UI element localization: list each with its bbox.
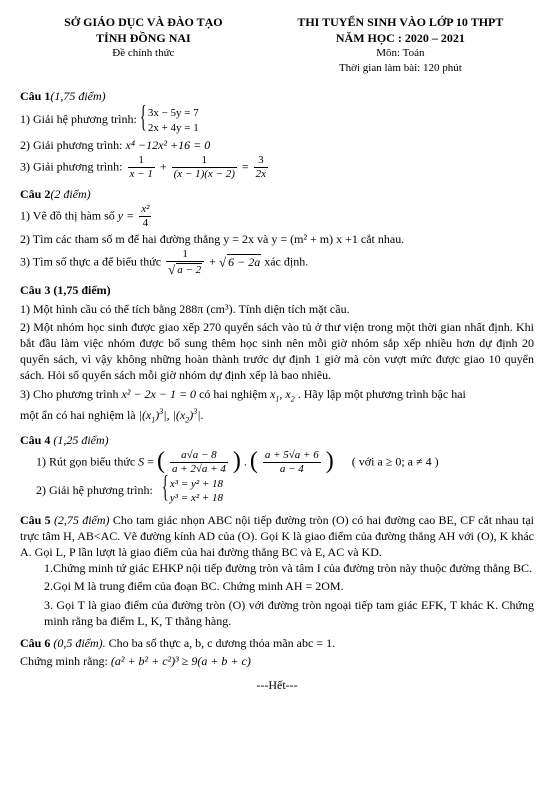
q2-p1-frac: x² 4	[137, 204, 153, 229]
q3-p3d: một ẩn có hai nghiệm là	[20, 408, 139, 422]
frac-den: √a − 2	[166, 262, 204, 276]
q4-title: Câu 4	[20, 433, 50, 447]
q1-p3-label: 3) Giải phương trình:	[20, 159, 126, 173]
frac-num: 3	[254, 155, 268, 168]
q2-p3-sqrt: 6 − 2a	[227, 254, 261, 269]
q2-p3-label: 3) Tìm số thực a để biểu thức	[20, 255, 164, 269]
q3-p2: 2) Một nhóm học sinh được giao xếp 270 q…	[20, 319, 534, 384]
frac-num: 1	[172, 155, 237, 168]
header-left: SỞ GIÁO DỤC VÀ ĐÀO TẠO TỈNH ĐỒNG NAI Đề …	[20, 14, 267, 76]
org-line1: SỞ GIÁO DỤC VÀ ĐÀO TẠO	[20, 14, 267, 30]
rparen-icon: )	[326, 451, 334, 473]
frac-num: x²	[139, 204, 151, 217]
q3-p3a: 3) Cho phương trình	[20, 387, 122, 401]
q6-title: Câu 6	[20, 636, 50, 650]
q4-points: (1,25 điểm)	[53, 433, 108, 447]
frac-den: 2x	[254, 168, 268, 180]
header: SỞ GIÁO DỤC VÀ ĐÀO TẠO TỈNH ĐỒNG NAI Đề …	[20, 14, 534, 76]
frac-den: (x − 1)(x − 2)	[172, 168, 237, 180]
q6-eq: (a² + b² + c²)³ ≥ 9(a + b + c)	[111, 654, 251, 668]
q4-p2-eq1: x³ = y² + 18	[170, 477, 223, 491]
q4-p2-eq2: y³ = x² + 18	[170, 491, 223, 505]
q6-line2: Chứng minh rằng:	[20, 654, 111, 668]
q1-p2-eq: x⁴ −12x² +16 = 0	[126, 138, 211, 152]
rparen-icon: )	[233, 451, 241, 473]
question-1: Câu 1(1,75 điểm) 1) Giải hệ phương trình…	[20, 88, 534, 180]
q2-p1-label: 1) Vẽ đồ thị hàm số	[20, 208, 118, 222]
exam-sub2: Thời gian làm bài: 120 phút	[267, 61, 534, 76]
question-5: Câu 5 (2,75 điểm) Cho tam giác nhọn ABC …	[20, 512, 534, 629]
org-sub: Đề chính thức	[20, 46, 267, 61]
q1-p2-label: 2) Giải phương trình:	[20, 138, 126, 152]
frac-den: a + 2√a + 4	[170, 463, 228, 475]
q1-p1-eq1: 3x − 5y = 7	[148, 106, 199, 120]
q3-p3-x1x2: x1, x2	[270, 387, 295, 401]
q2-p1-eq: y =	[118, 208, 134, 222]
q1-p3-frac3: 3 2x	[252, 155, 270, 180]
question-3: Câu 3 (1,75 điểm) 1) Một hình cầu có thể…	[20, 282, 534, 426]
frac-num: a + 5√a + 6	[263, 450, 321, 463]
q1-p1-eq2: 2x + 4y = 1	[148, 121, 199, 135]
q3-title: Câu 3 (1,75 điểm)	[20, 283, 111, 297]
org-line2: TỈNH ĐỒNG NAI	[20, 30, 267, 46]
frac-den: 4	[139, 217, 151, 229]
q5-p1: 1.Chứng minh tứ giác EHKP nội tiếp đường…	[44, 560, 534, 576]
frac-num: 1	[128, 155, 155, 168]
q5-p3: 3. Gọi T là giao điểm của đường tròn (O)…	[44, 597, 534, 629]
q4-p1-frac2: a + 5√a + 6 a − 4	[261, 450, 323, 475]
q4-p2-label: 2) Giải hệ phương trình:	[36, 483, 153, 497]
q2-p3-tail: xác định.	[264, 255, 308, 269]
question-4: Câu 4 (1,25 điểm) 1) Rút gọn biểu thức S…	[20, 432, 534, 506]
frac-num: a√a − 8	[170, 450, 228, 463]
q2-title: Câu 2	[20, 187, 50, 201]
exam-line2: NĂM HỌC : 2020 – 2021	[267, 30, 534, 46]
lparen-icon: (	[157, 451, 165, 473]
q3-p3-eq: x² − 2x − 1 = 0	[122, 387, 197, 401]
q1-p1-system: 3x − 5y = 7 2x + 4y = 1	[140, 106, 199, 135]
q5-p2: 2.Gọi M là trung điểm của đoạn BC. Chứng…	[44, 578, 534, 594]
q5-title: Câu 5	[20, 513, 51, 527]
question-6: Câu 6 (0,5 điểm). Cho ba số thực a, b, c…	[20, 635, 534, 669]
q2-points: (2 điểm)	[50, 187, 90, 201]
frac-den: a − 4	[263, 463, 321, 475]
exam-sub1: Môn: Toán	[267, 46, 534, 61]
q1-title: Câu 1	[20, 89, 50, 103]
q3-p1: 1) Một hình cầu có thể tích bằng 288π (c…	[20, 301, 534, 317]
lparen-icon: (	[250, 451, 258, 473]
q1-points: (1,75 điểm)	[50, 89, 105, 103]
q4-p1-label: 1) Rút gọn biểu thức	[36, 454, 138, 468]
q4-p1-frac1: a√a − 8 a + 2√a + 4	[168, 450, 230, 475]
question-2: Câu 2(2 điểm) 1) Vẽ đồ thị hàm số y = x²…	[20, 186, 534, 276]
frac-num: 1	[166, 249, 204, 262]
q3-p3c: . Hãy lập một phương trình bậc hai	[298, 387, 466, 401]
q1-p3-frac2: 1 (x − 1)(x − 2)	[170, 155, 239, 180]
q2-p3-frac1: 1 √a − 2	[164, 249, 206, 276]
q4-s: S	[138, 454, 144, 468]
q1-p3-frac1: 1 x − 1	[126, 155, 157, 180]
q6-points: (0,5 điểm).	[53, 636, 105, 650]
exam-line1: THI TUYỂN SINH VÀO LỚP 10 THPT	[267, 14, 534, 30]
q4-p2-system: x³ = y² + 18 y³ = x² + 18	[162, 477, 223, 506]
q3-p3b: có hai nghiệm	[199, 387, 270, 401]
frac-den: x − 1	[128, 168, 155, 180]
q4-p1-cond: ( với a ≥ 0; a ≠ 4 )	[352, 454, 439, 468]
footer: ---Hết---	[20, 677, 534, 693]
header-right: THI TUYỂN SINH VÀO LỚP 10 THPT NĂM HỌC :…	[267, 14, 534, 76]
q3-p3-expr: |(x1)3|, |(x2)3|	[139, 408, 201, 422]
q2-p2: 2) Tìm các tham số m để hai đường thẳng …	[20, 231, 534, 247]
q5-points: (2,75 điểm)	[54, 513, 110, 527]
q6-intro: Cho ba số thực a, b, c dương thỏa mãn ab…	[109, 636, 335, 650]
q1-p1-label: 1) Giải hệ phương trình:	[20, 112, 140, 126]
